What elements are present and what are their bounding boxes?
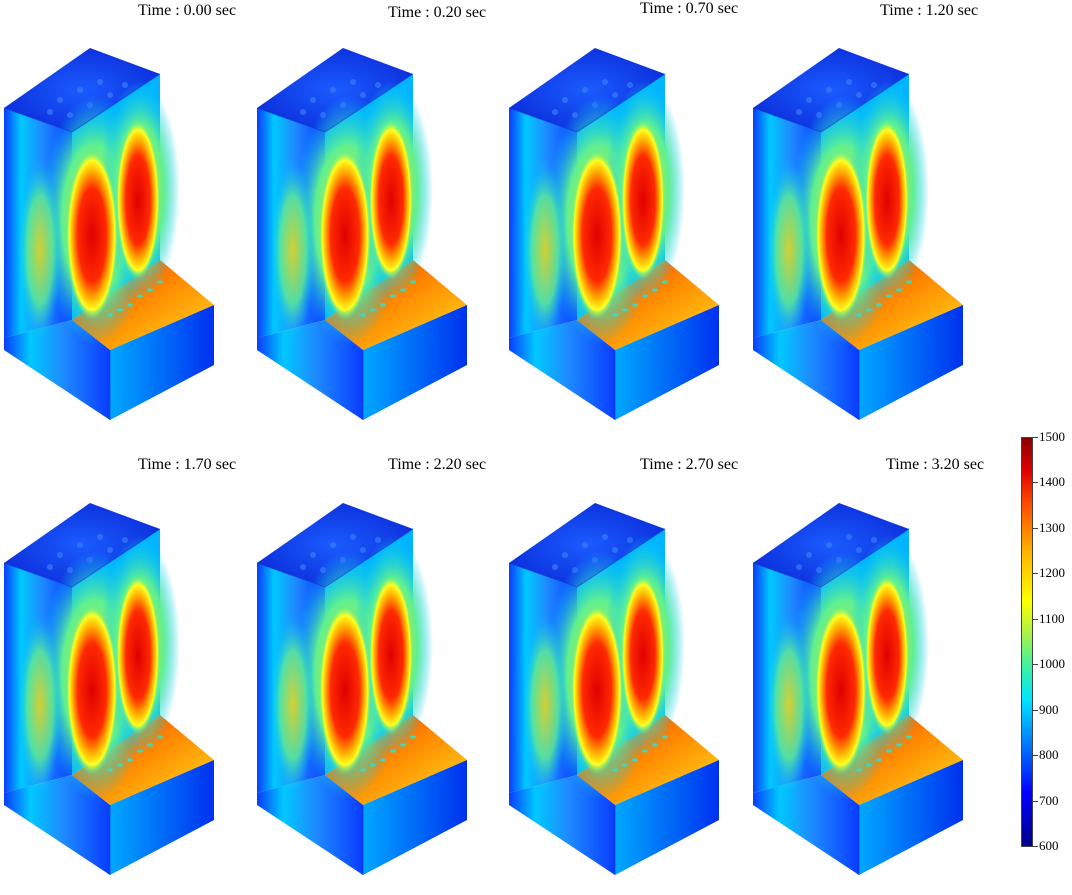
colorbar-tick — [1033, 846, 1038, 847]
colorbar-tick-label: 1100 — [1039, 610, 1065, 626]
furnace-temperature-render — [256, 503, 467, 875]
furnace-panel — [749, 20, 989, 440]
colorbar-gradient — [1021, 437, 1033, 847]
colorbar-tick — [1033, 527, 1038, 529]
temperature-colorbar: 1500 1400 1300 1200 1100 1000 900 800 700 600 — [1021, 429, 1072, 857]
colorbar-tick-label: 1000 — [1039, 656, 1065, 672]
time-label: Time : 1.20 sec — [880, 2, 979, 19]
colorbar-tick-label: 1300 — [1039, 519, 1065, 535]
time-label: Time : 0.00 sec — [138, 2, 237, 19]
furnace-panel — [505, 20, 745, 440]
furnace-panel — [749, 475, 989, 895]
time-label: Time : 2.20 sec — [388, 456, 487, 473]
colorbar-tick — [1033, 482, 1038, 484]
colorbar-tick-label: 600 — [1039, 838, 1059, 853]
colorbar-tick — [1033, 709, 1038, 711]
furnace-temperature-render — [508, 48, 719, 420]
furnace-panel — [0, 475, 240, 895]
colorbar-tick-label: 900 — [1039, 701, 1059, 717]
furnace-panel — [253, 475, 493, 895]
furnace-panel — [505, 475, 745, 895]
colorbar-tick — [1033, 755, 1038, 757]
colorbar-tick — [1033, 437, 1038, 438]
colorbar-tick — [1033, 664, 1038, 666]
furnace-temperature-render — [752, 48, 963, 420]
furnace-panel — [253, 20, 493, 440]
colorbar-tick-label: 1200 — [1039, 565, 1065, 581]
colorbar-tick-label: 700 — [1039, 792, 1059, 808]
colorbar-tick — [1033, 618, 1038, 620]
colorbar-tick-label: 800 — [1039, 747, 1059, 763]
furnace-temperature-render — [256, 48, 467, 420]
time-label: Time : 2.70 sec — [640, 456, 739, 473]
time-label: Time : 0.70 sec — [640, 0, 739, 17]
colorbar-tick — [1033, 800, 1038, 802]
time-label: Time : 1.70 sec — [138, 456, 237, 473]
time-label: Time : 3.20 sec — [886, 456, 985, 473]
furnace-temperature-render — [3, 503, 214, 875]
furnace-panel — [0, 20, 240, 440]
furnace-temperature-render — [3, 48, 214, 420]
furnace-temperature-render — [752, 503, 963, 875]
furnace-temperature-render — [508, 503, 719, 875]
colorbar-tick-label: 1500 — [1039, 429, 1065, 444]
colorbar-tick — [1033, 573, 1038, 575]
time-label: Time : 0.20 sec — [388, 4, 487, 21]
colorbar-tick-label: 1400 — [1039, 474, 1065, 490]
